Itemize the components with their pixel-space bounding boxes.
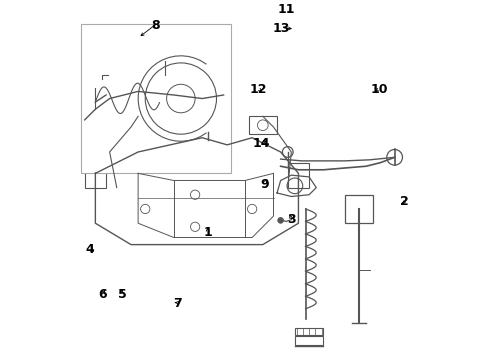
Text: 8: 8: [151, 19, 160, 32]
Text: 13: 13: [272, 22, 290, 35]
Text: 1: 1: [203, 226, 212, 239]
Bar: [85, 163, 106, 188]
Bar: [248, 116, 277, 134]
Circle shape: [278, 217, 284, 223]
Bar: [81, 24, 231, 174]
Bar: [345, 195, 373, 223]
Text: 12: 12: [250, 83, 267, 96]
Text: 9: 9: [260, 177, 269, 190]
Bar: [102, 116, 131, 134]
Text: 4: 4: [86, 243, 95, 256]
Text: 7: 7: [173, 297, 182, 310]
Text: 2: 2: [400, 195, 409, 208]
Text: 11: 11: [278, 3, 295, 16]
Text: 14: 14: [252, 136, 270, 149]
Bar: [295, 336, 323, 345]
Bar: [288, 163, 309, 188]
Text: 5: 5: [118, 288, 126, 301]
Text: 3: 3: [287, 213, 295, 226]
Bar: [295, 328, 323, 336]
Text: 6: 6: [98, 288, 107, 301]
Text: 10: 10: [371, 83, 389, 96]
